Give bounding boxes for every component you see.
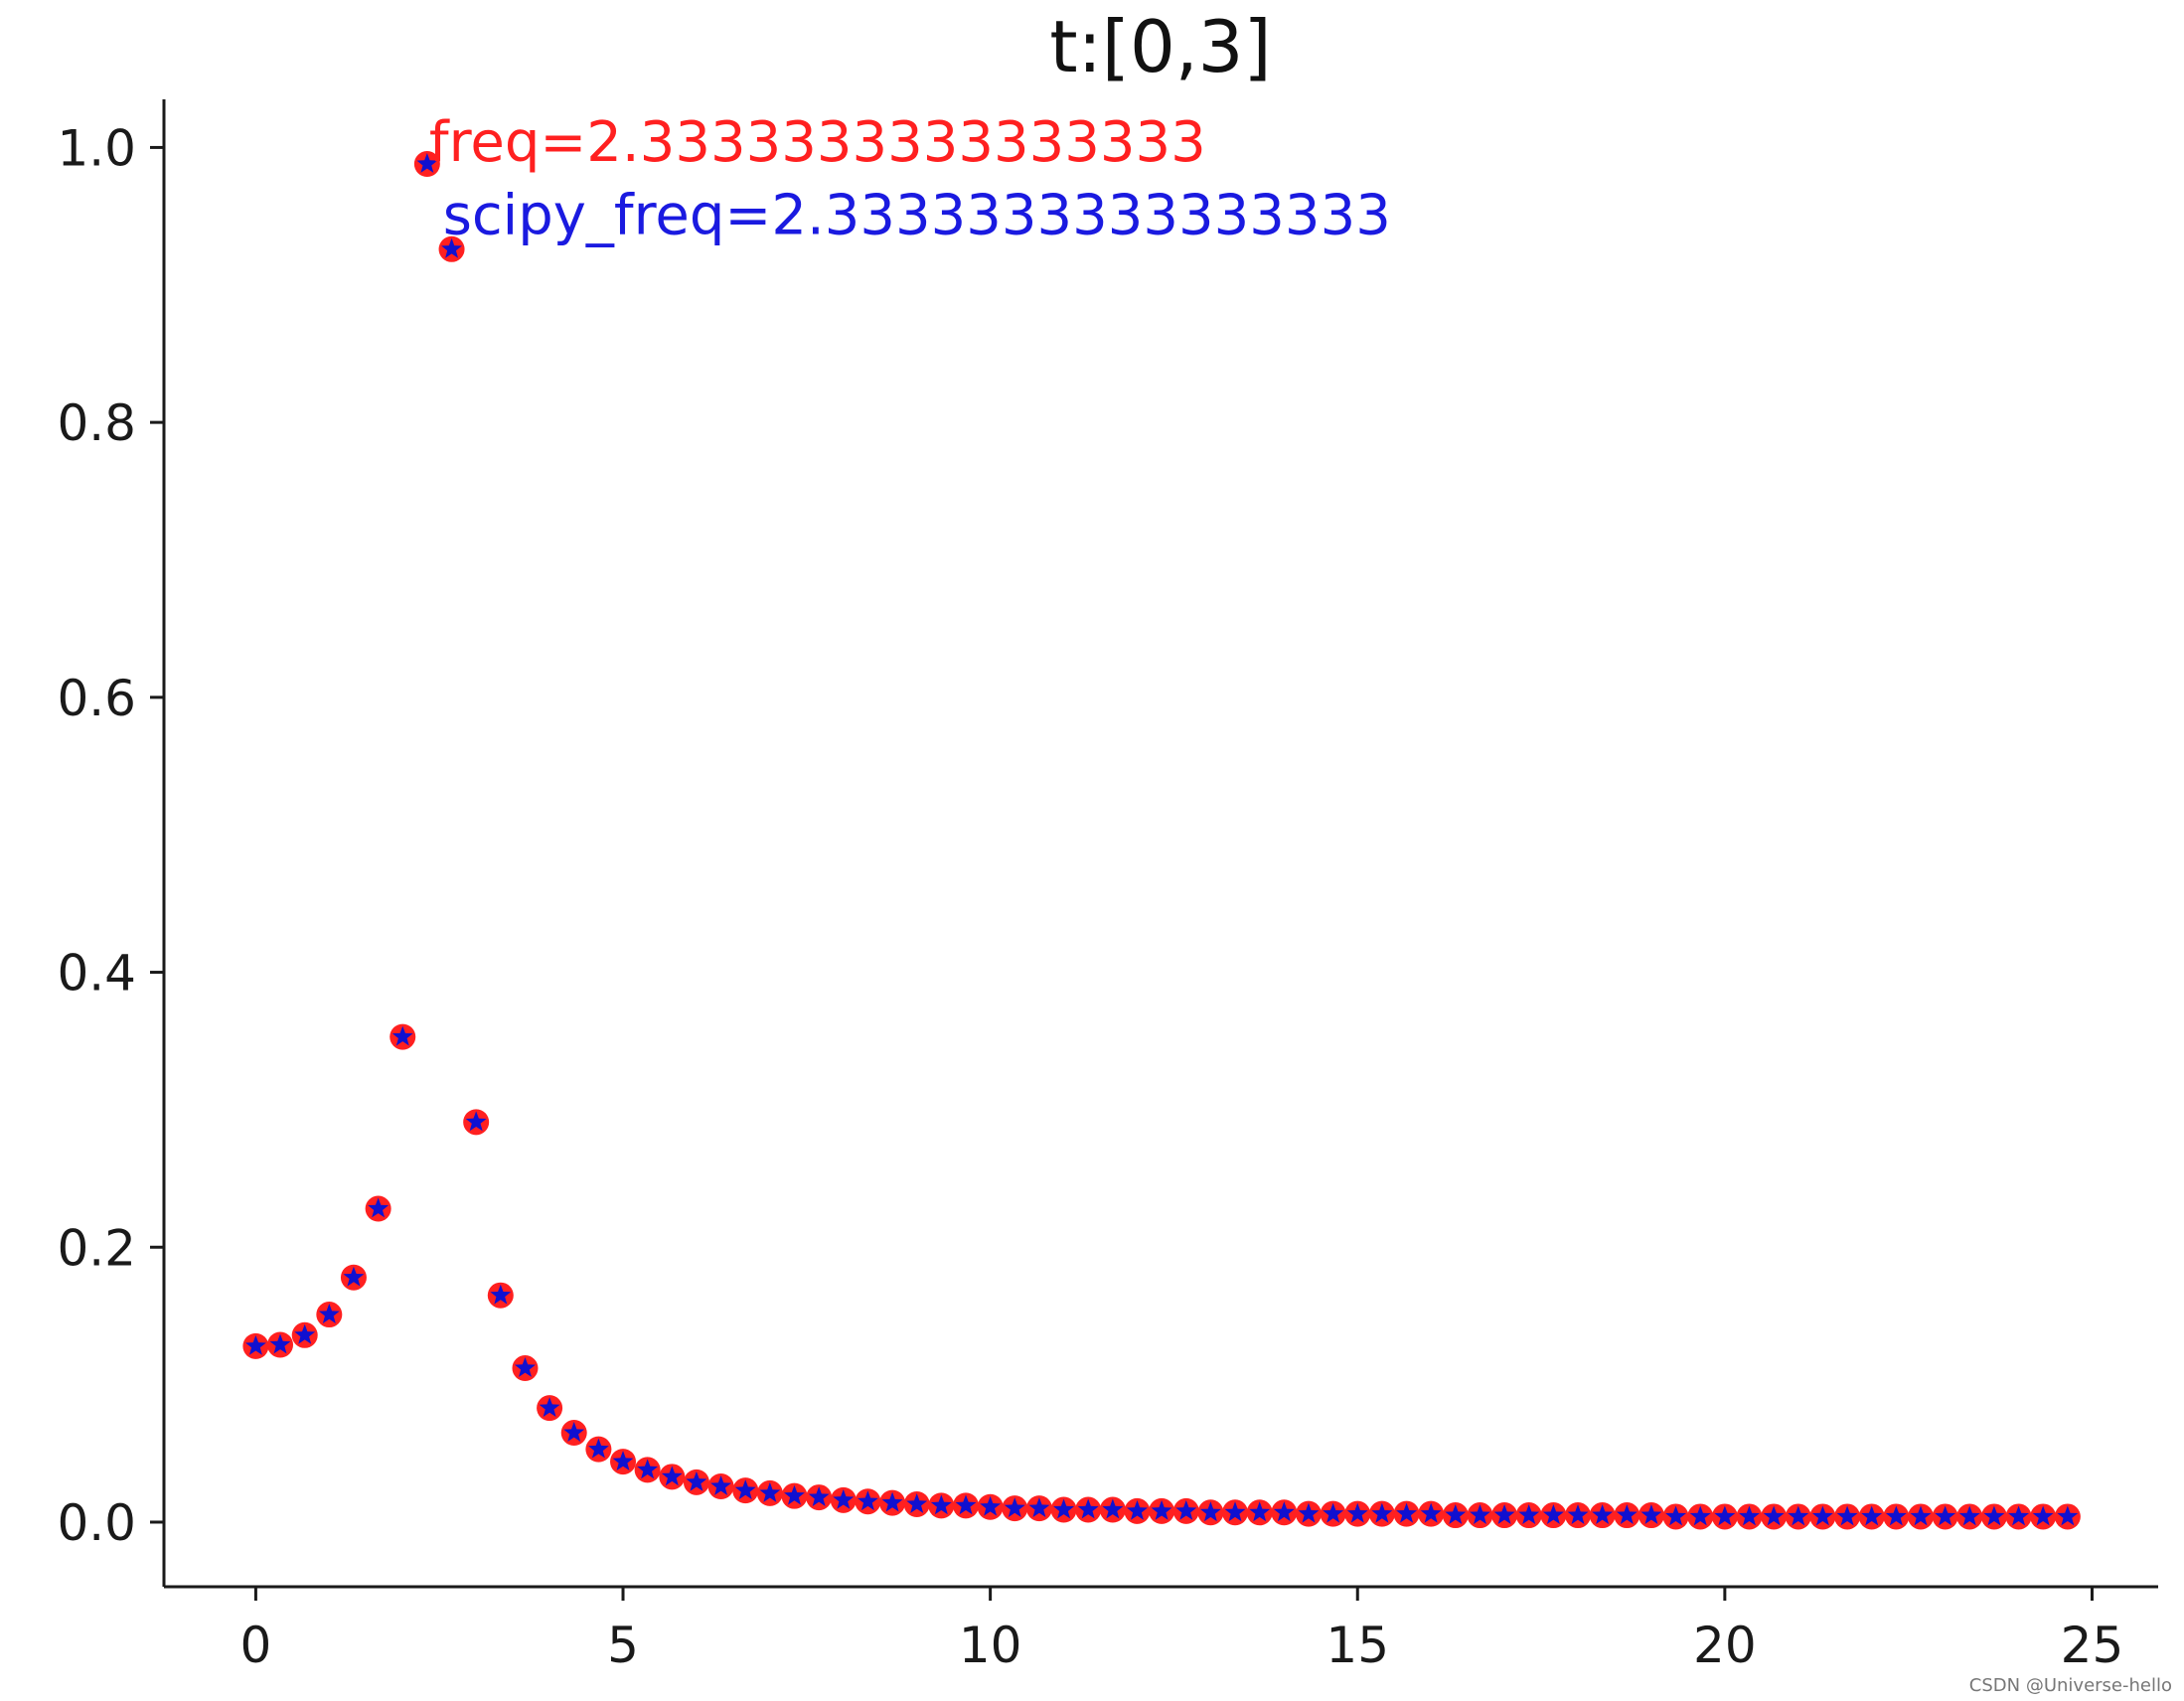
data-point-star (1958, 1505, 1980, 1526)
data-point-star (784, 1484, 805, 1505)
data-point-star (490, 1284, 512, 1305)
data-point-star (1151, 1499, 1172, 1520)
axes (162, 99, 2158, 1589)
data-point-star (1298, 1502, 1320, 1523)
data-point-star (1739, 1505, 1760, 1526)
data-point-star (1273, 1501, 1295, 1522)
y-tick-label: 0.8 (57, 394, 136, 452)
x-tick-label: 25 (2061, 1617, 2124, 1674)
data-point-star (686, 1470, 707, 1491)
data-point-star (1053, 1498, 1075, 1519)
data-point-star (465, 1111, 487, 1132)
data-point-star (881, 1491, 903, 1512)
data-point-star (294, 1323, 316, 1344)
data-point-star (1983, 1505, 2005, 1526)
y-tick-label: 0.0 (57, 1494, 136, 1552)
data-point-star (1518, 1504, 1540, 1524)
data-point-star (980, 1495, 1002, 1516)
x-tick-label: 0 (239, 1617, 271, 1674)
data-point-star (1396, 1502, 1418, 1523)
annotation-scipy-freq: scipy_freq=2.3333333333333333 (443, 183, 1391, 247)
data-point-star (1224, 1501, 1246, 1522)
data-point-star (515, 1357, 536, 1377)
data-point-star (1420, 1502, 1442, 1523)
y-tick-label: 0.2 (57, 1219, 136, 1277)
data-point-star (1885, 1505, 1907, 1526)
y-axis-ticks: 0.0 0.2 0.4 0.6 0.8 1.0 (57, 119, 164, 1552)
data-series (242, 151, 2081, 1530)
data-point-star (1861, 1505, 1883, 1526)
data-point-star (1445, 1504, 1467, 1524)
data-point-star (587, 1438, 609, 1459)
data-point-star (2008, 1505, 2030, 1526)
data-point-star (1640, 1504, 1662, 1524)
data-point-star (1910, 1505, 1932, 1526)
data-point-star (1470, 1504, 1490, 1524)
data-point-star (710, 1475, 732, 1495)
data-point-star (1567, 1504, 1589, 1524)
data-point-star (930, 1494, 952, 1515)
data-point-star (1763, 1505, 1785, 1526)
data-point-star (416, 153, 438, 173)
data-point-star (1935, 1505, 1956, 1526)
data-point-star (1592, 1504, 1614, 1524)
chart-title: t:[0,3] (1049, 5, 1271, 88)
annotation-freq: freq=2.3333333333333333 (429, 110, 1206, 175)
x-tick-label: 5 (607, 1617, 639, 1674)
data-point-star (318, 1304, 340, 1323)
data-point-star (1836, 1505, 1858, 1526)
data-point-star (269, 1333, 291, 1354)
data-point-star (637, 1459, 659, 1479)
data-point-star (1004, 1497, 1025, 1518)
data-point-star (808, 1486, 830, 1506)
data-point-star (661, 1466, 683, 1486)
x-tick-label: 15 (1326, 1617, 1389, 1674)
data-point-star (1714, 1505, 1736, 1526)
data-point-star (1323, 1502, 1344, 1523)
data-point-star (563, 1422, 585, 1442)
data-point-star (343, 1266, 365, 1287)
data-point-star (612, 1451, 634, 1470)
watermark: CSDN @Universe-hello (1969, 1675, 2172, 1696)
x-tick-label: 20 (1693, 1617, 1757, 1674)
y-tick-label: 0.4 (57, 945, 136, 1003)
y-tick-label: 0.6 (57, 670, 136, 727)
data-point-star (1249, 1501, 1271, 1522)
data-point-star (759, 1481, 781, 1502)
data-point-star (244, 1334, 266, 1355)
data-point-star (906, 1492, 928, 1513)
data-point-star (1665, 1505, 1687, 1526)
data-point-star (539, 1397, 560, 1418)
series-star-markers (244, 153, 2079, 1526)
data-point-star (1493, 1504, 1515, 1524)
x-tick-label: 10 (959, 1617, 1022, 1674)
data-point-star (368, 1197, 390, 1218)
data-point-star (1616, 1504, 1638, 1524)
data-point-star (857, 1490, 878, 1511)
data-point-star (1077, 1498, 1099, 1519)
data-point-star (1028, 1497, 1050, 1518)
data-point-star (2032, 1505, 2054, 1526)
data-point-star (1689, 1505, 1711, 1526)
data-point-star (1346, 1502, 1368, 1523)
data-point-star (2057, 1505, 2079, 1526)
data-point-star (1175, 1499, 1197, 1520)
data-point-star (734, 1479, 756, 1500)
y-tick-label: 1.0 (57, 119, 136, 177)
data-point-star (391, 1025, 413, 1046)
data-point-star (955, 1494, 977, 1515)
data-point-star (1371, 1502, 1393, 1523)
data-point-star (1788, 1505, 1809, 1526)
data-point-star (1811, 1505, 1833, 1526)
annotations: freq=2.3333333333333333 scipy_freq=2.3333… (429, 110, 1391, 247)
data-point-star (1102, 1498, 1124, 1519)
x-axis-ticks: 0 5 10 15 20 25 (239, 1587, 2123, 1674)
data-point-star (833, 1488, 855, 1509)
data-point-star (1199, 1501, 1221, 1522)
data-point-star (441, 237, 463, 258)
data-point-star (1542, 1504, 1564, 1524)
data-point-star (1127, 1499, 1148, 1520)
